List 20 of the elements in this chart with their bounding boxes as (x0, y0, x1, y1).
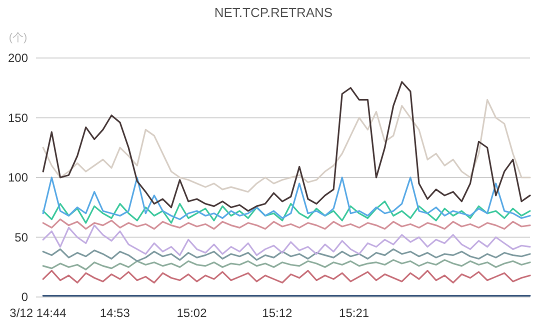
line-series (42, 224, 531, 256)
x-tick-label: 15:12 (262, 306, 293, 320)
x-tick-label: 15:02 (176, 306, 208, 320)
line-series (42, 200, 531, 224)
x-tick-label: 15:21 (339, 306, 370, 320)
x-tick-label: 3/12 14:44 (10, 306, 67, 320)
chart-title: NET.TCP.RETRANS (214, 5, 333, 20)
line-series (42, 176, 531, 220)
y-tick-label: 0 (21, 290, 28, 304)
x-tick-label: 14:53 (100, 306, 130, 320)
line-series (42, 81, 531, 212)
line-series (42, 259, 531, 270)
line-series (42, 218, 531, 230)
y-tick-label: 50 (14, 230, 28, 244)
y-tick-label: 200 (8, 51, 28, 65)
line-series (42, 270, 531, 284)
y-axis-title: (个) (8, 32, 28, 44)
line-series (42, 248, 531, 262)
y-tick-label: 150 (8, 110, 28, 125)
y-tick-label: 100 (8, 170, 28, 184)
